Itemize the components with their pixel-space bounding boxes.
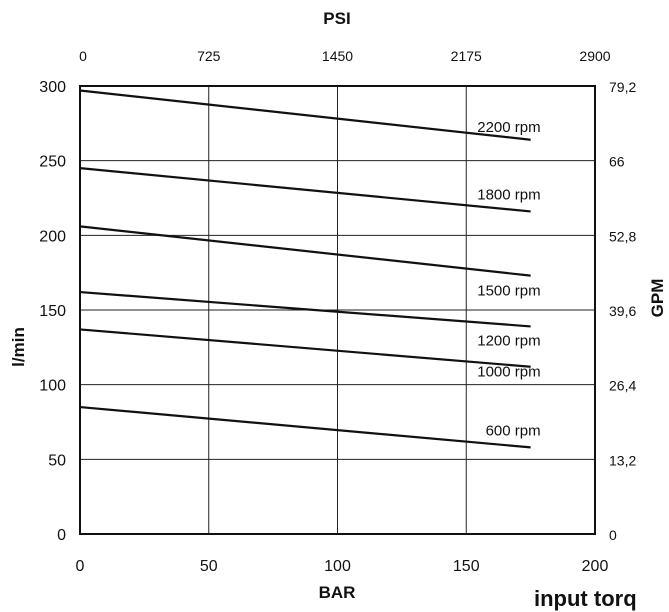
y2-tick-label: 39,6	[609, 303, 636, 319]
x-tick-label: 150	[453, 558, 480, 575]
y2-tick-label: 79,2	[609, 79, 636, 95]
y-tick-label: 300	[39, 79, 66, 96]
series-label: 2200 rpm	[477, 119, 540, 136]
y2-tick-label: 0	[609, 527, 617, 543]
series-label: 600 rpm	[486, 422, 541, 439]
series-line	[79, 328, 531, 368]
x2-tick-label: 2900	[579, 48, 610, 64]
y-tick-label: 250	[39, 154, 66, 171]
x-tick-label: 100	[324, 558, 351, 575]
series-line	[79, 405, 531, 449]
y-tick-label: 0	[57, 527, 66, 544]
x2-tick-label: 725	[197, 48, 221, 64]
y-tick-label: 50	[48, 452, 66, 469]
y2-tick-label: 66	[609, 154, 625, 170]
y2-tick-label: 26,4	[609, 378, 636, 394]
series-label: 1500 rpm	[477, 283, 540, 300]
right-axis-title: GPM	[648, 279, 667, 318]
x-tick-label: 50	[200, 558, 218, 575]
plot-frame	[79, 85, 596, 535]
series-layer	[79, 89, 531, 449]
label-layer: 2200 rpm 1800 rpm 1500 rpm 1200 rpm 1000 rpm…	[477, 119, 540, 440]
y-tick-label: 200	[39, 228, 66, 245]
left-axis-title: l/min	[9, 327, 28, 367]
x-tick-label: 200	[582, 558, 609, 575]
y2-tick-label: 52,8	[609, 228, 636, 244]
series-line	[79, 167, 531, 213]
series-label: 1800 rpm	[477, 186, 540, 203]
top-axis-title: PSI	[323, 9, 350, 28]
grid-layer	[80, 86, 595, 534]
series-label: 1000 rpm	[477, 364, 540, 381]
series-line	[79, 89, 531, 141]
footer-partial-heading: input torq	[534, 586, 637, 611]
series-line	[79, 290, 531, 328]
y-tick-label: 150	[39, 303, 66, 320]
x2-tick-label: 1450	[322, 48, 353, 64]
y2-tick-label: 13,2	[609, 452, 636, 468]
x2-tick-label: 0	[79, 48, 87, 64]
y-tick-label: 100	[39, 378, 66, 395]
series-line	[79, 225, 531, 277]
bottom-axis-title: BAR	[319, 583, 356, 602]
x2-tick-label: 2175	[451, 48, 482, 64]
x-tick-label: 0	[76, 558, 85, 575]
series-label: 1200 rpm	[477, 332, 540, 349]
